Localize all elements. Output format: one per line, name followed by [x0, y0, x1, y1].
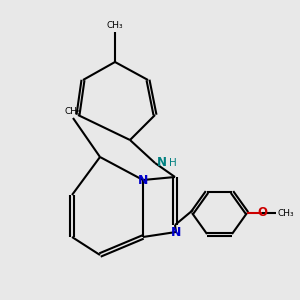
Text: N: N: [171, 226, 181, 238]
Text: CH₃: CH₃: [107, 22, 123, 31]
Text: N: N: [157, 157, 166, 169]
Text: CH₃: CH₃: [65, 107, 81, 116]
Text: H: H: [169, 158, 176, 168]
Text: CH₃: CH₃: [278, 208, 294, 217]
Text: N: N: [138, 173, 148, 187]
Text: O: O: [257, 206, 267, 220]
